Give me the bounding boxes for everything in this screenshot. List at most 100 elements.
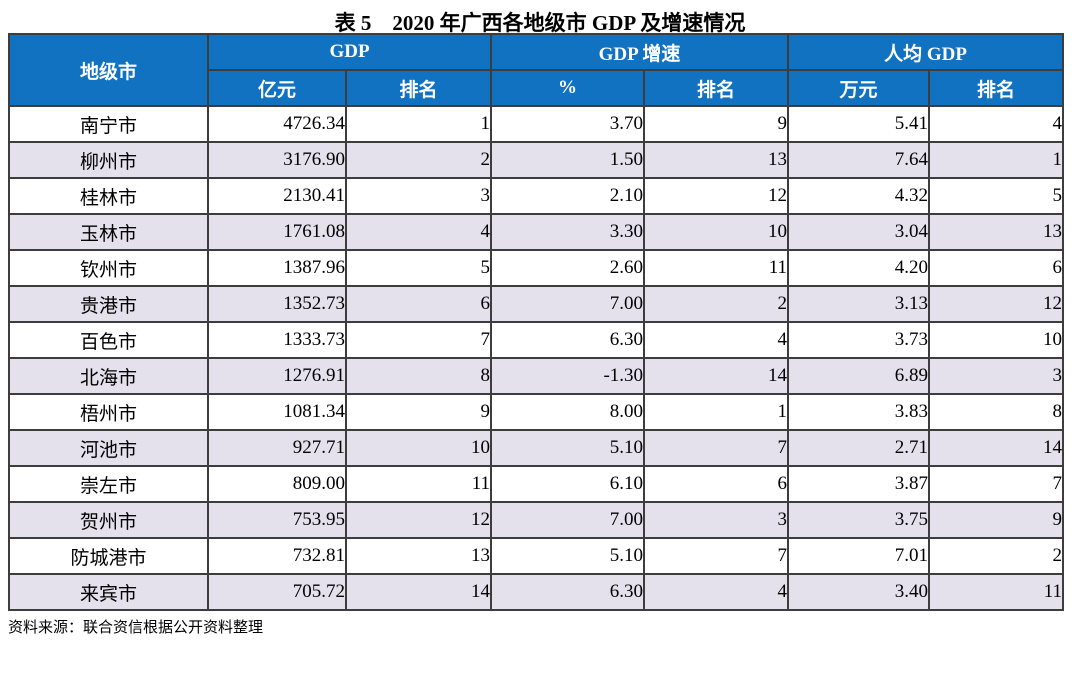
city-cell: 桂林市 [8, 177, 209, 215]
value-cell: 4 [643, 573, 790, 611]
value-cell: 6.89 [787, 357, 931, 395]
col-header-gdp-unit: 亿元 [207, 69, 347, 107]
value-cell: 13 [928, 213, 1065, 251]
value-cell: 809.00 [207, 465, 347, 503]
value-cell: 5.10 [490, 537, 646, 575]
value-cell: 4 [928, 105, 1065, 143]
value-cell: 7.01 [787, 537, 931, 575]
value-cell: 2.71 [787, 429, 931, 467]
value-cell: 732.81 [207, 537, 347, 575]
value-cell: 9 [928, 501, 1065, 539]
value-cell: 753.95 [207, 501, 347, 539]
table-header: 地级市 GDP GDP 增速 人均 GDP 亿元 排名 % 排名 万元 排名 [8, 33, 1065, 107]
value-cell: 13 [643, 141, 790, 179]
value-cell: 12 [643, 177, 790, 215]
value-cell: 7.00 [490, 285, 646, 323]
value-cell: 1 [928, 141, 1065, 179]
city-cell: 钦州市 [8, 249, 209, 287]
table-row: 柳州市 3176.90 2 1.50 13 7.64 1 [8, 141, 1065, 179]
table-row: 钦州市 1387.96 5 2.60 11 4.20 6 [8, 249, 1065, 287]
table-row: 梧州市 1081.34 9 8.00 1 3.83 8 [8, 393, 1065, 431]
value-cell: 6.30 [490, 573, 646, 611]
table-body: 南宁市 4726.34 1 3.70 9 5.41 4 柳州市 3176.90 2 1.50 13 7.… [8, 105, 1065, 611]
value-cell: 3.40 [787, 573, 931, 611]
value-cell: 7 [344, 321, 493, 359]
value-cell: 9 [344, 393, 493, 431]
value-cell: 6.10 [490, 465, 646, 503]
value-cell: 2130.41 [207, 177, 347, 215]
value-cell: 3.83 [787, 393, 931, 431]
value-cell: 10 [928, 321, 1065, 359]
value-cell: 8 [344, 357, 493, 395]
value-cell: 3 [344, 177, 493, 215]
value-cell: 4 [643, 321, 790, 359]
value-cell: 6 [643, 465, 790, 503]
table-row: 玉林市 1761.08 4 3.30 10 3.04 13 [8, 213, 1065, 251]
table-row: 贺州市 753.95 12 7.00 3 3.75 9 [8, 501, 1065, 539]
value-cell: 4.20 [787, 249, 931, 287]
value-cell: 11 [344, 465, 493, 503]
value-cell: 11 [643, 249, 790, 287]
value-cell: 2 [344, 141, 493, 179]
value-cell: 10 [344, 429, 493, 467]
value-cell: 1387.96 [207, 249, 347, 287]
value-cell: 8 [928, 393, 1065, 431]
value-cell: 3.13 [787, 285, 931, 323]
value-cell: 7.64 [787, 141, 931, 179]
value-cell: 1 [643, 393, 790, 431]
source-note: 资料来源：联合资信根据公开资料整理 [8, 620, 264, 636]
value-cell: 6 [344, 285, 493, 323]
value-cell: 4.32 [787, 177, 931, 215]
city-cell: 防城港市 [8, 537, 209, 575]
table-row: 防城港市 732.81 13 5.10 7 7.01 2 [8, 537, 1065, 575]
value-cell: 2.10 [490, 177, 646, 215]
city-cell: 河池市 [8, 429, 209, 467]
value-cell: 1 [344, 105, 493, 143]
table-row: 南宁市 4726.34 1 3.70 9 5.41 4 [8, 105, 1065, 143]
value-cell: 3.04 [787, 213, 931, 251]
table-title: 表 5 2020 年广西各地级市 GDP 及增速情况 [334, 11, 746, 35]
city-cell: 贺州市 [8, 501, 209, 539]
city-cell: 崇左市 [8, 465, 209, 503]
value-cell: 4726.34 [207, 105, 347, 143]
city-cell: 南宁市 [8, 105, 209, 143]
value-cell: 5 [928, 177, 1065, 215]
value-cell: 7.00 [490, 501, 646, 539]
city-cell: 玉林市 [8, 213, 209, 251]
value-cell: 5.10 [490, 429, 646, 467]
city-cell: 柳州市 [8, 141, 209, 179]
value-cell: 8.00 [490, 393, 646, 431]
value-cell: 3.75 [787, 501, 931, 539]
value-cell: 5.41 [787, 105, 931, 143]
value-cell: 14 [643, 357, 790, 395]
header-row-units: 亿元 排名 % 排名 万元 排名 [9, 69, 1065, 107]
value-cell: 705.72 [207, 573, 347, 611]
value-cell: 2 [928, 537, 1065, 575]
gdp-table: 地级市 GDP GDP 增速 人均 GDP 亿元 排名 % 排名 万元 排名 南… [8, 33, 1065, 611]
value-cell: 1081.34 [207, 393, 347, 431]
col-group-per-capita-gdp: 人均 GDP [787, 33, 1065, 71]
value-cell: 3 [928, 357, 1065, 395]
value-cell: 1761.08 [207, 213, 347, 251]
value-cell: 3.87 [787, 465, 931, 503]
value-cell: 13 [344, 537, 493, 575]
value-cell: 12 [928, 285, 1065, 323]
table-row: 北海市 1276.91 8 -1.30 14 6.89 3 [8, 357, 1065, 395]
value-cell: 6.30 [490, 321, 646, 359]
value-cell: 6 [928, 249, 1065, 287]
table-row: 桂林市 2130.41 3 2.10 12 4.32 5 [8, 177, 1065, 215]
value-cell: 9 [643, 105, 790, 143]
col-header-growth-rank: 排名 [643, 69, 790, 107]
value-cell: 7 [928, 465, 1065, 503]
value-cell: -1.30 [490, 357, 646, 395]
col-header-percapita-unit: 万元 [787, 69, 931, 107]
city-cell: 来宾市 [8, 573, 209, 611]
value-cell: 14 [344, 573, 493, 611]
city-cell: 百色市 [8, 321, 209, 359]
value-cell: 3 [643, 501, 790, 539]
table-row: 河池市 927.71 10 5.10 7 2.71 14 [8, 429, 1065, 467]
value-cell: 3176.90 [207, 141, 347, 179]
value-cell: 4 [344, 213, 493, 251]
value-cell: 7 [643, 537, 790, 575]
value-cell: 1333.73 [207, 321, 347, 359]
